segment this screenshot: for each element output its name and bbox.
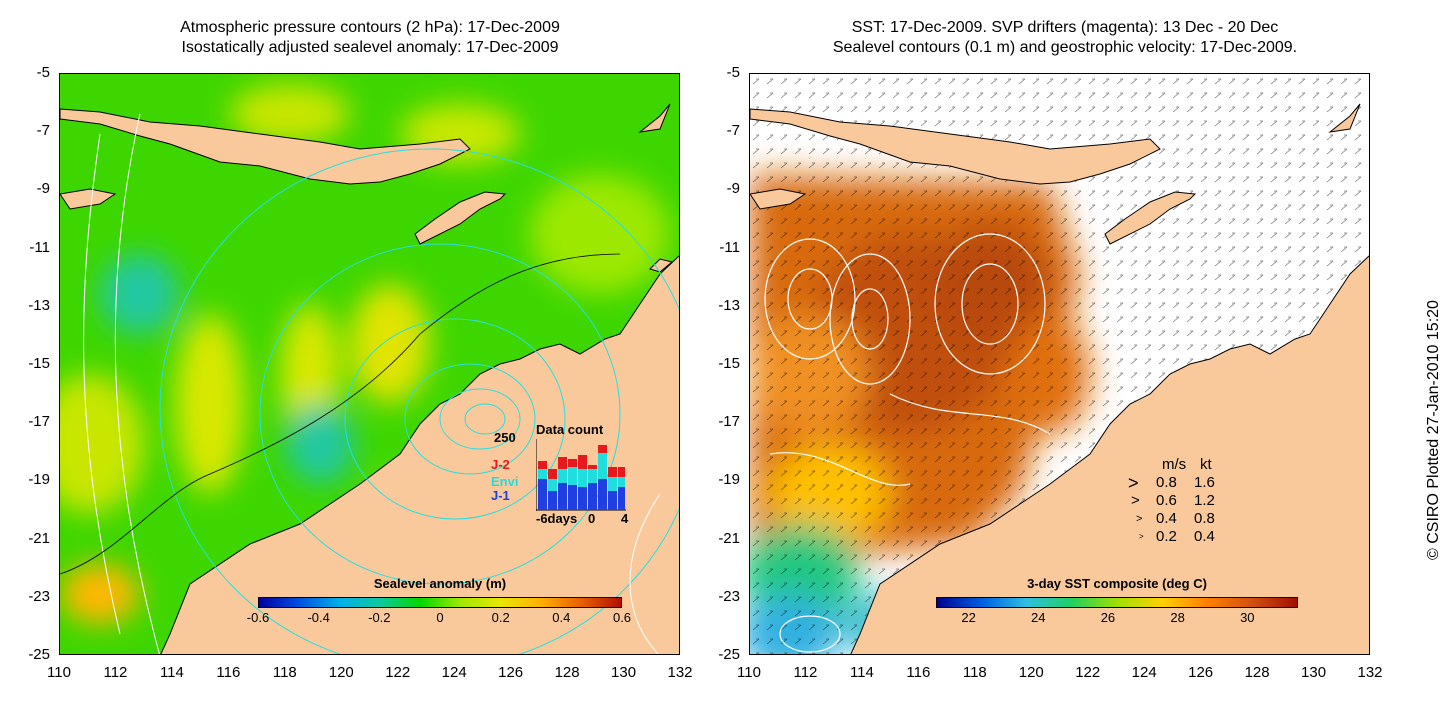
colorbar-tick-label: 0.6 (612, 610, 632, 625)
y-tick-label: -11 (719, 238, 740, 256)
right-title-line2: Sealevel contours (0.1 m) and geostrophi… (832, 39, 1298, 56)
left-title-line1: Atmospheric pressure contours (2 hPa): 1… (180, 19, 560, 36)
x-tick-label: 124 (1131, 664, 1157, 681)
sst-colorbar-gradient (936, 597, 1298, 608)
colorbar-tick-label: 28 (1170, 610, 1185, 625)
colorbar-tick-label: 30 (1240, 610, 1255, 625)
speed-legend-kt: 0.8 (1194, 510, 1215, 527)
y-tick-label: -11 (29, 238, 50, 256)
x-tick-label: 116 (906, 664, 931, 681)
x-tick-label: 132 (1357, 664, 1383, 681)
x-tick-label: 112 (103, 664, 128, 681)
data-count-label-j2: J-2 (491, 457, 510, 472)
colorbar-tick-label: 26 (1100, 610, 1116, 625)
x-tick-label: 120 (328, 664, 354, 681)
data-count-xtick-zero: 0 (588, 511, 596, 526)
sst-colorbar: 3-day SST composite (deg C) 22 24 26 28 30 (936, 576, 1298, 625)
y-tick-label: -21 (718, 529, 740, 547)
colorbar-tick-label: 22 (961, 610, 976, 625)
y-tick-label: -15 (28, 355, 50, 372)
x-tick-label: 118 (962, 664, 987, 681)
y-tick-label: -13 (718, 296, 740, 314)
colorbar-tick-label: -0.2 (368, 610, 391, 625)
colorbar-tick-label: 0 (436, 610, 444, 625)
colorbar-tick-label: -0.4 (307, 610, 330, 625)
data-count-ymax: 250 (494, 430, 516, 445)
y-tick-label: -9 (726, 180, 740, 198)
sla-colorbar-gradient (258, 597, 622, 608)
x-tick-label: 128 (1244, 664, 1270, 681)
data-count-inset: Data count 250 J-2 Envi J-1 -6days 0 4 (480, 419, 650, 529)
colorbar-tick-label: 0.4 (552, 610, 571, 625)
y-tick-label: -9 (36, 180, 50, 198)
speed-legend-ms: 0.2 (1156, 528, 1177, 545)
sealevel-anomaly-map: Sealevel anomaly (m) -0.6 -0.4 -0.2 0 0.2 0.4… (59, 73, 680, 655)
data-count-bars (536, 439, 626, 511)
colorbar-tick-label: 0.2 (491, 610, 510, 625)
x-tick-label: 132 (667, 664, 693, 681)
y-tick-label: -13 (28, 296, 50, 314)
sla-colorbar: Sealevel anomaly (m) -0.6 -0.4 -0.2 0 0.2 0.4… (247, 576, 631, 625)
y-tick-label: -25 (718, 646, 740, 663)
data-count-label-envi: Envi (491, 474, 519, 489)
left-title-line2: Isostatically adjusted sealevel anomaly:… (181, 39, 559, 56)
speed-legend-ms: 0.8 (1156, 474, 1177, 491)
x-tick-label: 124 (441, 664, 467, 681)
x-tick-label: 122 (1075, 664, 1101, 681)
y-tick-label: -17 (718, 413, 740, 431)
speed-legend-header-ms: m/s (1162, 456, 1187, 473)
x-tick-label: 120 (1018, 664, 1044, 681)
y-tick-label: -23 (28, 587, 50, 605)
x-tick-label: 128 (554, 664, 580, 681)
y-tick-label: -23 (718, 587, 740, 605)
x-tick-label: 126 (498, 664, 524, 681)
x-tick-label: 118 (272, 664, 297, 681)
y-tick-label: -7 (726, 122, 740, 140)
right-map-title: SST: 17-Dec-2009. SVP drifters (magenta)… (720, 18, 1410, 58)
colorbar-tick-label: -0.6 (246, 610, 270, 625)
sla-colorbar-title: Sealevel anomaly (m) (373, 576, 507, 591)
speed-arrow-0-2: > (1139, 532, 1144, 541)
speed-arrow-0-8: > (1128, 473, 1139, 493)
x-tick-label: 130 (611, 664, 637, 681)
sst-colorbar-title: 3-day SST composite (deg C) (1027, 576, 1207, 591)
speed-legend-kt: 1.6 (1194, 474, 1215, 491)
x-tick-label: 112 (793, 664, 818, 681)
speed-legend-header-kt: kt (1200, 456, 1212, 473)
y-tick-label: -21 (28, 529, 50, 547)
data-count-title: Data count (536, 422, 604, 437)
y-tick-label: -19 (718, 471, 740, 489)
colorbar-tick-label: 24 (1031, 610, 1046, 625)
speed-legend-ms: 0.6 (1156, 492, 1177, 509)
x-tick-label: 130 (1301, 664, 1327, 681)
x-tick-label: 116 (216, 664, 241, 681)
y-tick-label: -15 (718, 355, 740, 372)
left-map-title: Atmospheric pressure contours (2 hPa): 1… (60, 18, 680, 58)
y-tick-label: -7 (36, 122, 50, 140)
x-tick-label: 114 (159, 664, 184, 681)
x-tick-label: 126 (1188, 664, 1214, 681)
data-count-label-j1: J-1 (491, 488, 510, 503)
speed-legend-ms: 0.4 (1156, 510, 1177, 527)
x-tick-label: 110 (737, 664, 761, 681)
sst-map: m/s kt >0.8 1.6 >0.6 1.2 >0.4 0.8 >0.2 0.4 3… (749, 73, 1370, 655)
right-title-line1: SST: 17-Dec-2009. SVP drifters (magenta)… (851, 19, 1279, 36)
data-count-xtick-start: -6days (536, 511, 578, 526)
x-tick-label: 110 (47, 664, 71, 681)
plot-credit: © CSIRO Plotted 27-Jan-2010 15:20 (1425, 300, 1440, 560)
y-tick-label: -5 (726, 64, 740, 81)
data-count-xtick-end: 4 (621, 511, 629, 526)
speed-arrow-0-4: > (1136, 513, 1143, 525)
speed-legend-kt: 1.2 (1194, 492, 1215, 509)
x-tick-label: 114 (849, 664, 874, 681)
y-tick-label: -17 (28, 413, 50, 431)
x-tick-label: 122 (385, 664, 411, 681)
y-tick-label: -25 (28, 646, 50, 663)
y-tick-label: -19 (28, 471, 50, 489)
y-tick-label: -5 (36, 64, 50, 81)
speed-legend-kt: 0.4 (1194, 528, 1215, 545)
speed-arrow-0-6: > (1131, 492, 1140, 509)
